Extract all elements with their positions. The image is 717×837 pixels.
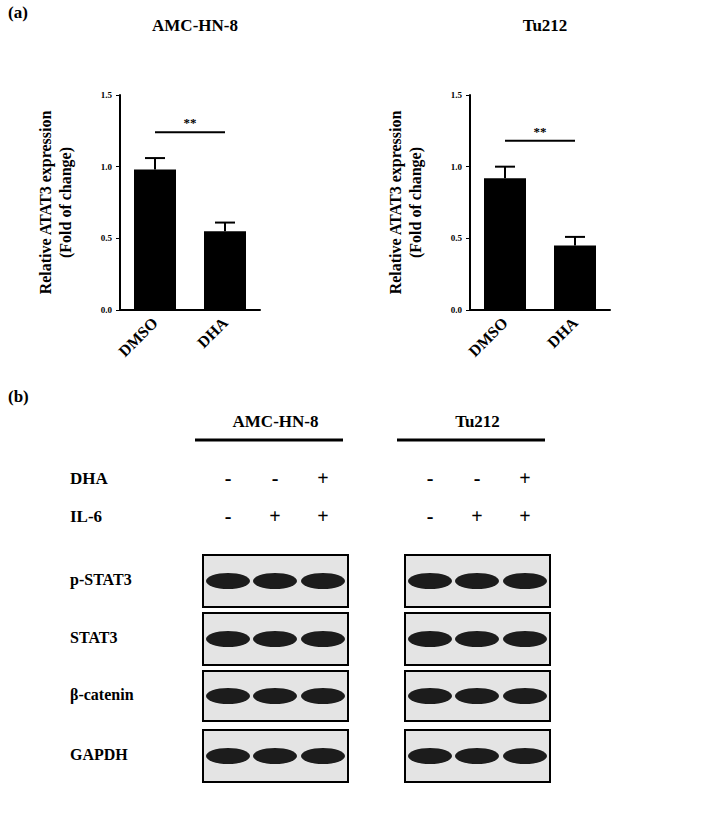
svg-text:1.0: 1.0 [101,162,113,172]
svg-text:p-STAT3: p-STAT3 [70,571,132,589]
svg-text:1.5: 1.5 [101,90,113,100]
svg-text:-: - [474,467,481,489]
svg-text:AMC-HN-8: AMC-HN-8 [233,412,319,431]
svg-text:(Fold of change): (Fold of change) [407,147,425,258]
svg-text:DMSO: DMSO [465,314,511,360]
svg-text:DHA: DHA [194,314,231,351]
svg-text:**: ** [534,124,547,139]
svg-text:Relative ATAT3 expression: Relative ATAT3 expression [37,111,55,295]
svg-text:Tu212: Tu212 [523,16,568,35]
svg-text:-: - [427,505,434,527]
svg-text:-: - [225,505,232,527]
svg-text:-: - [272,467,279,489]
svg-text:DMSO: DMSO [115,314,161,360]
svg-text:-: - [225,467,232,489]
svg-text:DHA: DHA [544,314,581,351]
svg-text:Tu212: Tu212 [455,412,500,431]
svg-text:0.0: 0.0 [451,305,463,315]
svg-text:**: ** [184,115,197,130]
svg-text:+: + [269,505,280,527]
svg-text:(b): (b) [8,387,29,406]
svg-text:1.0: 1.0 [451,162,463,172]
svg-text:(a): (a) [8,3,28,22]
svg-text:+: + [471,505,482,527]
svg-text:0.5: 0.5 [451,233,463,243]
svg-text:(Fold of change): (Fold of change) [57,147,75,258]
svg-text:Relative ATAT3 expression: Relative ATAT3 expression [387,111,405,295]
svg-text:-: - [427,467,434,489]
svg-text:1.5: 1.5 [451,90,463,100]
svg-text:0.0: 0.0 [101,305,113,315]
svg-text:+: + [317,467,328,489]
svg-text:AMC-HN-8: AMC-HN-8 [152,16,238,35]
svg-text:DHA: DHA [70,469,109,488]
svg-text:+: + [519,467,530,489]
svg-text:+: + [317,505,328,527]
svg-text:+: + [519,505,530,527]
svg-text:GAPDH: GAPDH [70,746,128,763]
svg-text:STAT3: STAT3 [70,629,117,646]
svg-text:IL-6: IL-6 [70,507,102,526]
svg-text:0.5: 0.5 [101,233,113,243]
svg-text:β-catenin: β-catenin [70,686,134,704]
